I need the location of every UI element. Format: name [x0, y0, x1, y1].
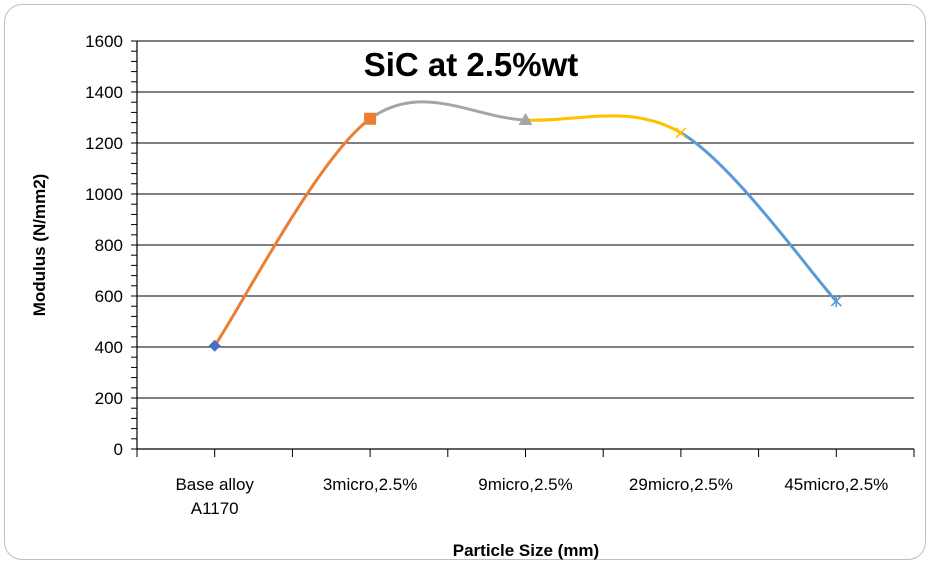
y-tick-labels: 0 200 400 600 800 1000 1200 1400 1600 — [85, 32, 123, 459]
y-tick-label: 800 — [95, 236, 123, 255]
x-tick-labels: Base alloy A1170 3micro,2.5% 9micro,2.5% 29m… — [175, 475, 888, 518]
gridlines — [137, 40, 914, 399]
marker-stroke — [675, 127, 687, 139]
line-segment — [679, 131, 838, 303]
y-tick-label: 200 — [95, 389, 123, 408]
x-tick-label: 3micro,2.5% — [323, 475, 417, 494]
data-markers — [208, 112, 842, 352]
x-tick-label: Base alloy A1170 — [175, 475, 254, 518]
data-point-marker — [208, 339, 221, 352]
x-tick-label: 9micro,2.5% — [478, 475, 572, 494]
data-point-marker — [675, 127, 687, 139]
y-tick-label: 1600 — [85, 32, 123, 51]
chart-frame — [4, 4, 926, 560]
y-axis-title: Modulus (N/mm2) — [30, 174, 49, 317]
x-tick-label: 29micro,2.5% — [629, 475, 733, 494]
x-tick-label: 45micro,2.5% — [784, 475, 888, 494]
chart-title: SiC at 2.5%wt — [364, 46, 579, 83]
data-line — [213, 100, 838, 348]
y-tick-label: 1400 — [85, 83, 123, 102]
data-point-marker — [830, 295, 842, 308]
data-point-marker — [518, 113, 533, 126]
y-tick-label: 400 — [95, 338, 123, 357]
data-point-marker — [364, 112, 377, 125]
x-axis-title: Particle Size (mm) — [453, 541, 599, 560]
y-tick-label: 600 — [95, 287, 123, 306]
line-segment — [524, 114, 683, 135]
y-tick-label: 0 — [114, 440, 123, 459]
axes — [131, 40, 915, 457]
line-segment — [213, 117, 372, 348]
y-tick-label: 1000 — [85, 185, 123, 204]
line-segment — [368, 100, 527, 122]
y-tick-label: 1200 — [85, 134, 123, 153]
